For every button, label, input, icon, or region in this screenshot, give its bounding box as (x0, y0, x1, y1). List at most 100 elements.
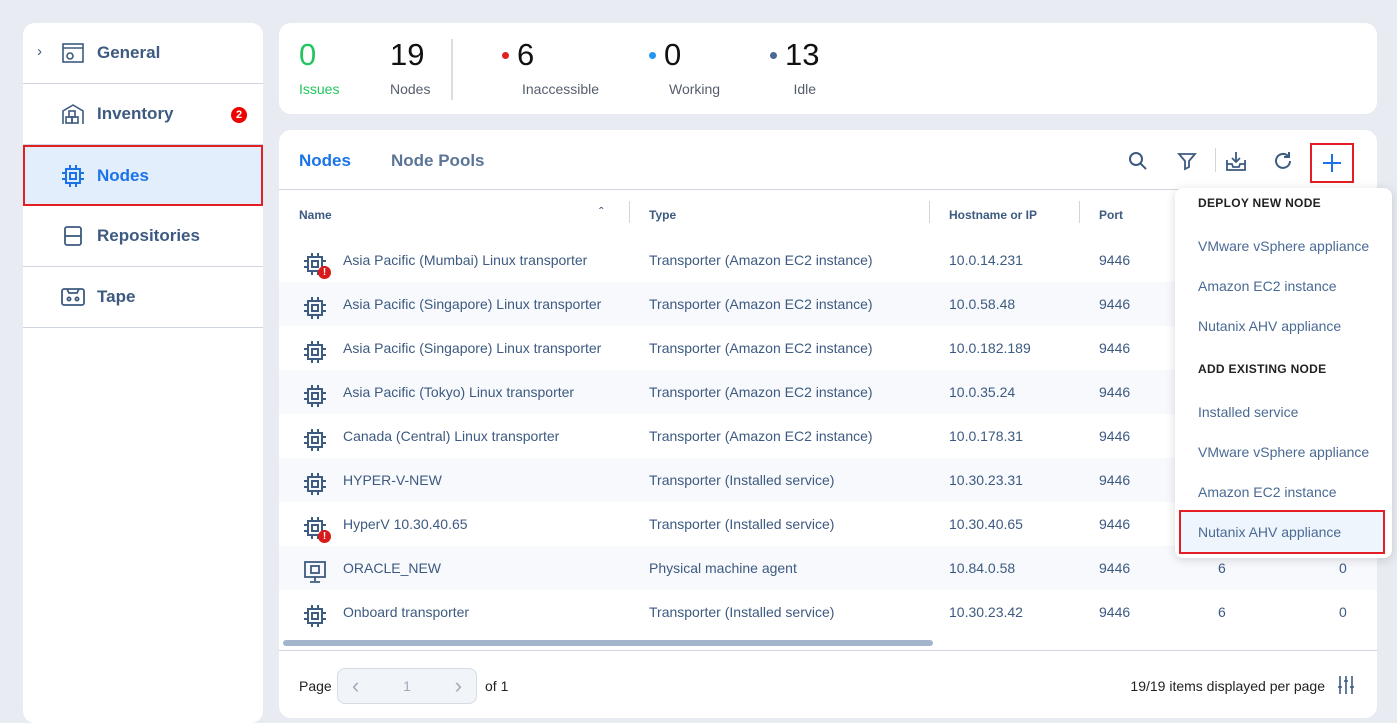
node-port: 9446 (1099, 604, 1131, 620)
node-name[interactable]: Asia Pacific (Mumbai) Linux transporter (343, 252, 588, 268)
menu-item-add-existing[interactable]: VMware vSphere appliance (1198, 444, 1370, 460)
node-name[interactable]: ORACLE_NEW (343, 560, 442, 576)
stat-idle[interactable]: 13 Idle (770, 37, 819, 97)
sidebar-item-inventory[interactable]: Inventory 2 (23, 84, 263, 145)
node-host: 10.0.14.231 (949, 252, 1023, 268)
column-type[interactable]: Type (649, 208, 677, 222)
column-hostname[interactable]: Hostname or IP (949, 208, 1038, 222)
node-type: Transporter (Installed service) (649, 516, 835, 532)
node-port: 9446 (1099, 296, 1131, 312)
tab-bar: Nodes Node Pools (279, 130, 1377, 190)
menu-item-deploy[interactable]: Nutanix AHV appliance (1198, 318, 1342, 334)
table-header: Name ˆ Type Hostname or IP Port (279, 190, 1377, 238)
node-host: 10.0.58.48 (949, 296, 1016, 312)
column-name[interactable]: Name (299, 208, 332, 222)
sidebar-item-general[interactable]: › General (23, 23, 263, 84)
menu-header-deploy: DEPLOY NEW NODE (1198, 196, 1321, 210)
stat-value: 6 (517, 37, 535, 72)
chip-icon (303, 604, 327, 628)
table-row[interactable]: ! HyperV 10.30.40.65 Transporter (Instal… (279, 502, 1377, 546)
menu-item-deploy[interactable]: VMware vSphere appliance (1198, 238, 1370, 254)
divider (451, 39, 453, 100)
node-port: 9446 (1099, 252, 1131, 268)
node-name[interactable]: Canada (Central) Linux transporter (343, 428, 560, 444)
node-host: 10.30.23.31 (949, 472, 1023, 488)
table-row[interactable]: ORACLE_NEW Physical machine agent 10.84.… (279, 546, 1377, 590)
node-type: Transporter (Amazon EC2 instance) (649, 428, 873, 444)
column-settings-icon[interactable] (1337, 675, 1355, 698)
sidebar: › General Inventory 2 Nodes Repositories… (23, 23, 263, 723)
search-icon[interactable] (1123, 146, 1153, 176)
node-host: 10.0.35.24 (949, 384, 1016, 400)
stat-label: Nodes (390, 81, 431, 97)
menu-item-add-existing[interactable]: Nutanix AHV appliance (1179, 510, 1385, 554)
prev-page-button[interactable]: ‹ (352, 673, 360, 698)
node-type: Transporter (Installed service) (649, 604, 835, 620)
stats-panel: 0 Issues 19 Nodes 6 Inaccessible 0 Worki… (279, 23, 1377, 114)
next-page-button[interactable]: › (454, 673, 462, 698)
node-name[interactable]: Asia Pacific (Tokyo) Linux transporter (343, 384, 575, 400)
table-row[interactable]: Canada (Central) Linux transporter Trans… (279, 414, 1377, 458)
status-dot (649, 51, 656, 59)
pagination-footer: Page ‹ 1 › of 1 19/19 items displayed pe… (279, 650, 1377, 718)
sidebar-item-label: Repositories (97, 226, 200, 245)
sidebar-item-tape[interactable]: Tape (23, 267, 263, 328)
stat-value: 0 (299, 37, 317, 72)
menu-item-add-existing[interactable]: Installed service (1198, 404, 1299, 420)
inventory-house-icon (61, 102, 85, 126)
chip-icon (303, 428, 327, 452)
download-tray-icon[interactable] (1221, 146, 1251, 176)
column-port[interactable]: Port (1099, 208, 1123, 222)
stat-issues[interactable]: 0 Issues (299, 37, 339, 97)
node-type: Physical machine agent (649, 560, 797, 576)
stat-label: Inaccessible (522, 81, 600, 97)
add-button[interactable] (1310, 143, 1354, 183)
node-host: 10.0.182.189 (949, 340, 1031, 356)
tab-nodes[interactable]: Nodes (299, 151, 351, 170)
stat-working[interactable]: 0 Working (649, 37, 720, 97)
sidebar-item-label: Nodes (97, 165, 149, 185)
table-row[interactable]: ! Asia Pacific (Mumbai) Linux transporte… (279, 238, 1377, 282)
chevron-right-icon[interactable]: › (37, 43, 42, 60)
stat-value: 0 (664, 37, 682, 72)
chip-icon: ! (303, 516, 331, 543)
table-row[interactable]: Onboard transporter Transporter (Install… (279, 590, 1377, 634)
node-port: 9446 (1099, 472, 1131, 488)
node-name[interactable]: Asia Pacific (Singapore) Linux transport… (343, 340, 602, 356)
horizontal-scrollbar[interactable] (283, 640, 933, 646)
menu-item-add-existing[interactable]: Amazon EC2 instance (1198, 484, 1337, 500)
sidebar-item-label: Inventory (97, 104, 174, 123)
page-total: of 1 (485, 678, 509, 694)
table-row[interactable]: Asia Pacific (Singapore) Linux transport… (279, 326, 1377, 370)
stat-inaccessible[interactable]: 6 Inaccessible (502, 37, 599, 97)
node-name[interactable]: HyperV 10.30.40.65 (343, 516, 468, 532)
node-port: 9446 (1099, 428, 1131, 444)
stat-nodes[interactable]: 19 Nodes (390, 37, 430, 97)
chip-icon (303, 384, 327, 408)
sidebar-item-label: Tape (97, 287, 136, 306)
page-number-input[interactable]: 1 (403, 678, 411, 694)
node-name[interactable]: Onboard transporter (343, 604, 470, 620)
sort-ascending-icon[interactable]: ˆ (599, 204, 604, 220)
node-type: Transporter (Amazon EC2 instance) (649, 296, 873, 312)
menu-header-add-existing: ADD EXISTING NODE (1198, 362, 1327, 376)
node-value: 0 (1339, 560, 1347, 576)
node-port: 9446 (1099, 340, 1131, 356)
stat-value: 13 (785, 37, 820, 72)
plus-icon (1323, 154, 1341, 172)
menu-item-deploy[interactable]: Amazon EC2 instance (1198, 278, 1337, 294)
toolbar-divider (1215, 148, 1216, 172)
settings-window-icon (61, 41, 85, 65)
filter-icon[interactable] (1172, 146, 1202, 176)
refresh-icon[interactable] (1268, 146, 1298, 176)
chip-icon: ! (303, 252, 331, 279)
node-name[interactable]: HYPER-V-NEW (343, 472, 442, 488)
tape-icon (61, 285, 85, 309)
sidebar-item-repositories[interactable]: Repositories (23, 206, 263, 267)
sidebar-item-label: General (97, 43, 161, 62)
node-port: 9446 (1099, 516, 1131, 532)
node-name[interactable]: Asia Pacific (Singapore) Linux transport… (343, 296, 602, 312)
chip-icon (303, 340, 327, 364)
sidebar-item-nodes[interactable]: Nodes (23, 145, 263, 206)
tab-node-pools[interactable]: Node Pools (391, 151, 485, 170)
